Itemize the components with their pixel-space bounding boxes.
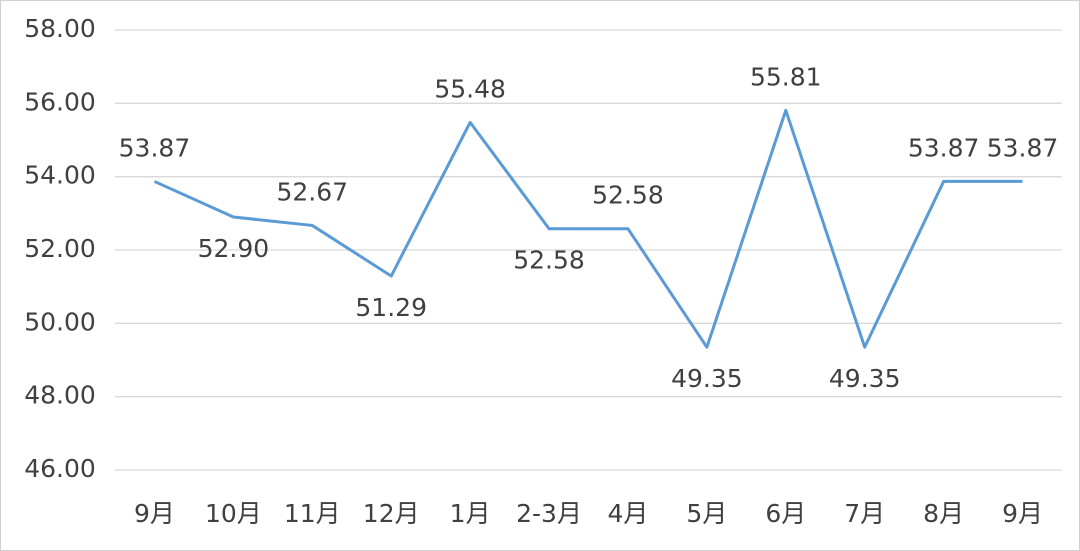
x-tick-label: 7月 [844, 499, 885, 528]
data-label: 53.87 [119, 133, 191, 162]
data-label: 49.35 [829, 364, 901, 393]
data-label: 55.81 [750, 62, 822, 91]
data-label: 51.29 [355, 293, 427, 322]
y-tick-label: 50.00 [24, 307, 96, 336]
y-tick-label: 54.00 [24, 161, 96, 190]
x-tick-label: 9月 [1002, 499, 1043, 528]
x-tick-label: 5月 [686, 499, 727, 528]
y-tick-label: 56.00 [24, 87, 96, 116]
data-label: 55.48 [434, 74, 506, 103]
x-tick-label: 10月 [205, 499, 262, 528]
x-tick-label: 9月 [134, 499, 175, 528]
x-tick-label: 12月 [363, 499, 420, 528]
x-tick-label: 11月 [284, 499, 341, 528]
y-tick-label: 46.00 [24, 454, 96, 483]
y-tick-label: 58.00 [24, 14, 96, 43]
line [153, 108, 1023, 349]
x-tick-label: 8月 [923, 499, 964, 528]
x-tick-label: 6月 [765, 499, 806, 528]
y-tick-label: 52.00 [24, 234, 96, 263]
data-label: 52.58 [513, 246, 585, 275]
data-label: 52.90 [198, 234, 270, 263]
data-label: 53.87 [908, 133, 980, 162]
x-tick-label: 4月 [608, 499, 649, 528]
data-label: 52.58 [592, 181, 664, 210]
x-tick-label: 1月 [450, 499, 491, 528]
data-label: 52.67 [277, 177, 349, 206]
data-label: 53.87 [987, 133, 1059, 162]
data-label: 49.35 [671, 364, 743, 393]
y-tick-label: 48.00 [24, 381, 96, 410]
x-tick-label: 2-3月 [516, 499, 582, 528]
